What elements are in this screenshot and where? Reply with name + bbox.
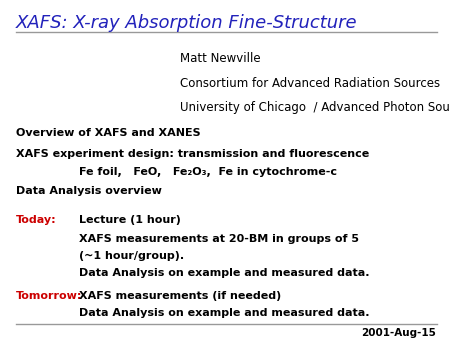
Text: Overview of XAFS and XANES: Overview of XAFS and XANES (16, 128, 200, 139)
Text: Data Analysis on example and measured data.: Data Analysis on example and measured da… (79, 268, 369, 278)
Text: XAFS: X-ray Absorption Fine-Structure: XAFS: X-ray Absorption Fine-Structure (16, 14, 357, 32)
Text: Data Analysis on example and measured data.: Data Analysis on example and measured da… (79, 308, 369, 318)
Text: Matt Newville: Matt Newville (180, 52, 261, 65)
Text: University of Chicago  / Advanced Photon Source: University of Chicago / Advanced Photon … (180, 101, 450, 114)
Text: Data Analysis overview: Data Analysis overview (16, 186, 162, 196)
Text: Lecture (1 hour): Lecture (1 hour) (79, 215, 180, 225)
Text: (~1 hour/group).: (~1 hour/group). (79, 251, 184, 261)
Text: Tomorrow:: Tomorrow: (16, 291, 82, 301)
Text: Consortium for Advanced Radiation Sources: Consortium for Advanced Radiation Source… (180, 77, 440, 90)
Text: XAFS measurements at 20-BM in groups of 5: XAFS measurements at 20-BM in groups of … (79, 234, 359, 244)
Text: XAFS experiment design: transmission and fluorescence: XAFS experiment design: transmission and… (16, 149, 369, 159)
Text: Fe foil,   FeO,   Fe₂O₃,  Fe in cytochrome-c: Fe foil, FeO, Fe₂O₃, Fe in cytochrome-c (79, 167, 337, 177)
Text: 2001-Aug-15: 2001-Aug-15 (361, 328, 436, 338)
Text: Today:: Today: (16, 215, 56, 225)
Text: XAFS measurements (if needed): XAFS measurements (if needed) (79, 291, 281, 301)
